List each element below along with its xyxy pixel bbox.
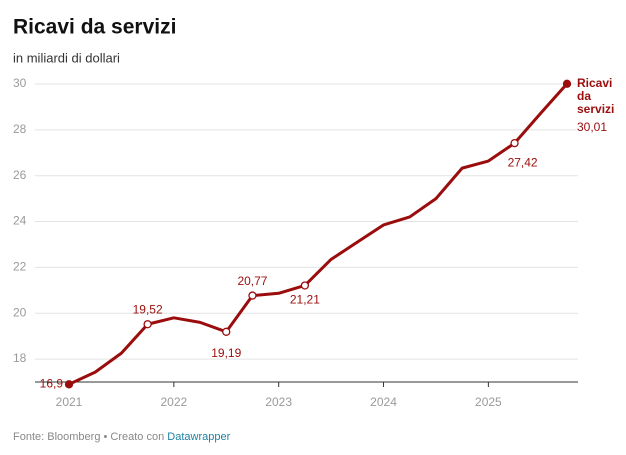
value-label: 27,42: [508, 155, 538, 169]
chart-subtitle: in miliardi di dollari: [13, 50, 120, 65]
line: [68, 82, 569, 386]
y-tick-label: 26: [13, 168, 27, 182]
value-label: 19,19: [211, 346, 241, 360]
y-tick-label: 30: [13, 76, 27, 90]
value-label: 19,52: [133, 302, 163, 316]
series-label: Ricavi da servizi: [577, 76, 615, 116]
y-tick-label: 28: [13, 122, 27, 136]
x-tick-label: 2024: [370, 395, 397, 409]
y-tick-label: 18: [13, 351, 27, 365]
point: [300, 281, 310, 290]
point: [222, 327, 231, 336]
value-label: 16,9: [40, 376, 64, 390]
credit-link[interactable]: Datawrapper: [167, 431, 230, 443]
point: [562, 79, 572, 88]
x-tick-label: 2022: [160, 395, 187, 409]
value-label: 20,77: [237, 274, 267, 288]
x-tick-label: 2023: [265, 395, 292, 409]
source: Fonte: Bloomberg • Creato con: [13, 431, 164, 443]
footer: Fonte: Bloomberg • Creato con Datawrappe…: [13, 431, 231, 443]
y-tick-label: 22: [13, 260, 27, 274]
x-tick-label: 2021: [56, 395, 83, 409]
y-tick-label: 24: [13, 214, 27, 228]
x-tick-label: 2025: [475, 395, 502, 409]
value-label: 21,21: [290, 293, 320, 307]
point: [143, 320, 152, 329]
chart-title: Ricavi da servizi: [13, 16, 176, 39]
point: [64, 380, 74, 389]
point: [510, 138, 519, 148]
y-tick-label: 20: [13, 305, 27, 319]
point: [248, 291, 257, 300]
value-label: 30,01: [577, 120, 608, 134]
